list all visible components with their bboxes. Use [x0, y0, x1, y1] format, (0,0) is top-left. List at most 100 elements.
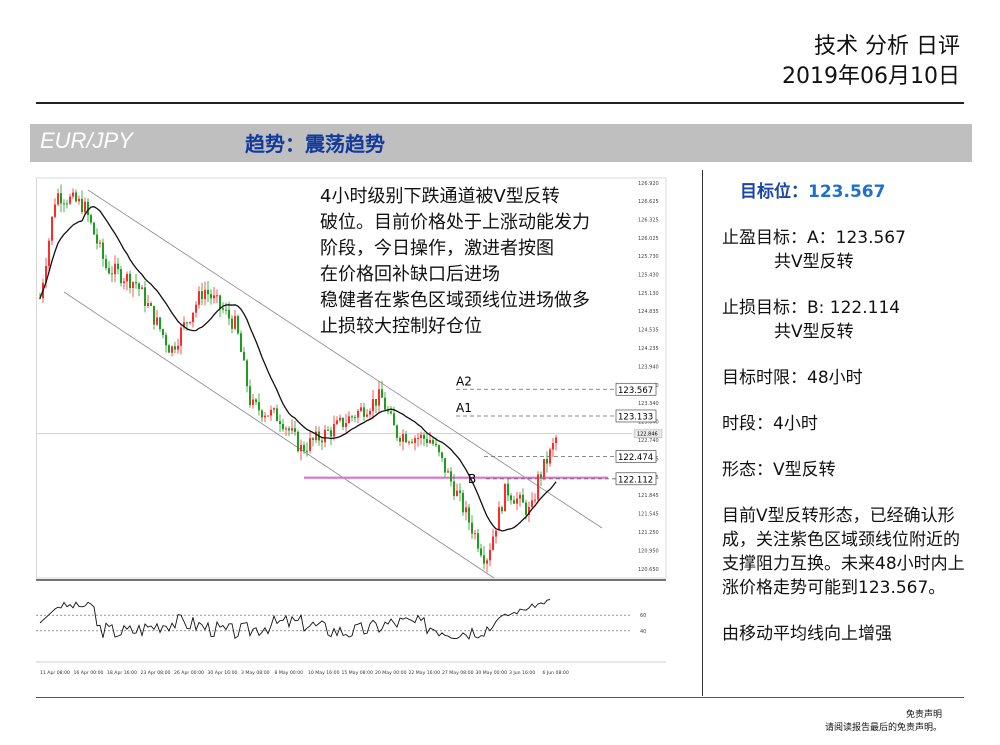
candle-body: [441, 452, 443, 459]
candle-body: [330, 430, 332, 437]
candle-body: [150, 303, 152, 306]
y-tick-label: 126.025: [638, 236, 659, 242]
candle-body: [528, 506, 530, 515]
candle-body: [87, 201, 89, 216]
candle-body: [120, 269, 122, 284]
candle-body: [495, 530, 497, 537]
x-tick-label: 30 Apr 16:00: [208, 670, 238, 676]
target-label: 目标位：: [740, 182, 808, 202]
candle-body: [63, 203, 65, 205]
candle-body: [543, 459, 545, 478]
note-line: 阶段，今日操作，激进者按图: [320, 238, 554, 259]
y-tick-label: 123.340: [638, 401, 659, 407]
x-tick-label: 16 Apr 00:00: [74, 670, 104, 676]
target-value: 123.567: [808, 182, 886, 202]
candle-body: [477, 533, 479, 549]
candle-body: [129, 273, 131, 289]
candle-body: [504, 483, 506, 512]
candle-body: [102, 242, 104, 259]
level-value: 122.474: [618, 453, 653, 463]
candle-body: [327, 429, 329, 431]
stop-loss: 止损目标：B: 122.114: [722, 298, 901, 318]
y-tick-label: 124.235: [638, 346, 659, 352]
candle-body: [321, 440, 323, 443]
candle-body: [222, 308, 224, 310]
candle-body: [474, 533, 476, 535]
candle-body: [168, 345, 170, 353]
y-tick-label: 124.835: [638, 309, 659, 315]
x-tick-label: 18 Apr 16:00: [107, 670, 137, 676]
candle-body: [375, 398, 377, 406]
candle-body: [465, 507, 467, 513]
candle-body: [339, 417, 341, 421]
candle-body: [300, 444, 302, 452]
oscillator-level-label: 60: [640, 613, 646, 619]
candle-body: [228, 309, 230, 319]
candle-body: [207, 289, 209, 295]
note-line: 止损较大控制好仓位: [320, 316, 482, 337]
candle-body: [276, 408, 278, 422]
pattern: 形态：V型反转: [722, 460, 836, 480]
candle-body: [555, 437, 557, 444]
candle-body: [210, 294, 212, 299]
candle-body: [258, 402, 260, 411]
y-tick-label: 121.845: [638, 493, 659, 499]
current-price-label: 122.846: [637, 432, 658, 438]
report-header: 技术 分析 日评 2019年06月10日: [782, 32, 960, 92]
candle-body: [534, 499, 536, 501]
candle-body: [39, 298, 41, 299]
candle-body: [201, 291, 203, 300]
candle-body: [459, 490, 461, 493]
x-tick-label: 11 Apr 08:00: [40, 670, 70, 676]
x-tick-label: 27 May 08:00: [442, 670, 474, 676]
y-tick-label: 125.730: [638, 254, 659, 260]
candle-body: [144, 287, 146, 306]
analysis-text: 目前V型反转形态，已经确认形成，关注紫色区域颈线位附近的支撑阻力互换。未来48小…: [722, 506, 965, 598]
candle-body: [60, 193, 62, 204]
candle-body: [363, 407, 365, 417]
y-tick-label: 126.625: [638, 199, 659, 205]
candle-body: [492, 536, 494, 550]
candle-body: [414, 438, 416, 443]
oscillator-line: [39, 599, 551, 640]
candle-body: [138, 283, 140, 289]
candle-body: [345, 423, 347, 427]
candle-body: [288, 428, 290, 431]
candle-body: [180, 327, 182, 346]
candle-body: [378, 389, 380, 406]
candle-body: [360, 407, 362, 411]
note-line: 破位。目前价格处于上涨动能发力: [320, 212, 590, 233]
time-limit: 目标时限：48小时: [722, 368, 863, 388]
candle-body: [51, 216, 53, 241]
candle-body: [57, 193, 59, 205]
candle-body: [204, 289, 206, 300]
candle-body: [309, 438, 311, 451]
level-value: 123.567: [618, 386, 653, 396]
candle-body: [324, 429, 326, 443]
y-tick-label: 122.740: [638, 438, 659, 444]
disclaimer-text: 请阅读报告最后的免责声明。: [824, 723, 942, 733]
candle-body: [450, 471, 452, 482]
candle-body: [447, 471, 449, 473]
candle-body: [153, 305, 155, 325]
candle-body: [192, 312, 194, 323]
candle-body: [171, 346, 173, 353]
analysis-note: 4小时级别下跌通道被V型反转 破位。目前价格处于上涨动能发力 阶段，今日操作，激…: [320, 184, 660, 340]
x-tick-label: 20 May 00:00: [375, 670, 407, 676]
x-tick-label: 6 Jun 08:00: [543, 670, 569, 676]
candle-body: [510, 495, 512, 501]
y-tick-label: 125.130: [638, 291, 659, 297]
level-box: [615, 409, 657, 423]
candle-body: [351, 416, 353, 418]
candle-body: [396, 425, 398, 438]
oscillator-pane: 60 40: [36, 599, 666, 663]
candle-body: [546, 459, 548, 464]
level-box: [615, 382, 657, 396]
candle-body: [231, 318, 233, 329]
candle-body: [393, 413, 395, 426]
candle-body: [411, 441, 413, 443]
candle-body: [453, 481, 455, 496]
x-tick-label: 30 May 00:00: [476, 670, 508, 676]
candle-body: [285, 428, 287, 430]
level-value: 123.133: [618, 412, 653, 422]
